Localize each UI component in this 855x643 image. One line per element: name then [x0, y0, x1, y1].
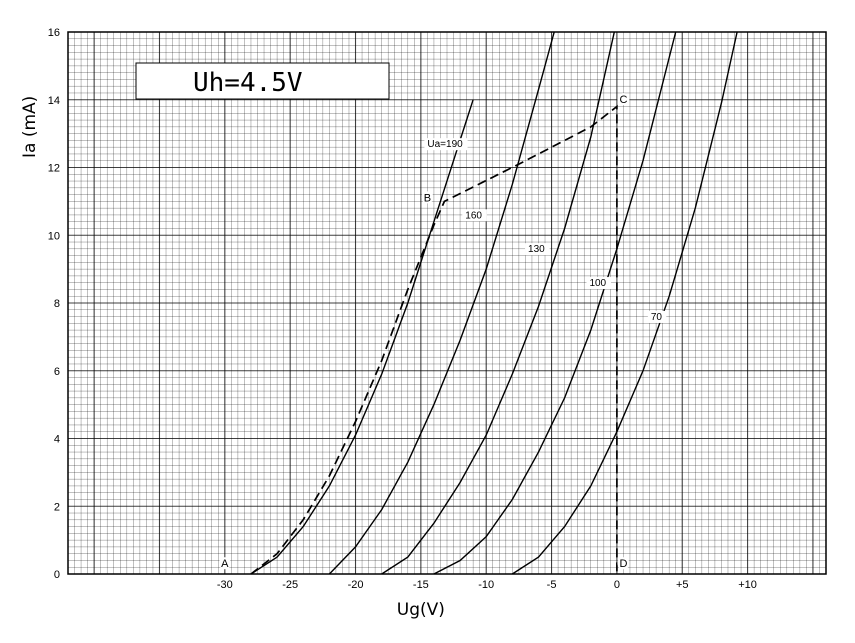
plot-frame	[67, 31, 827, 575]
y-axis-title: Ia (mA)	[20, 96, 40, 158]
x-tick-label: -30	[217, 579, 233, 591]
curve-160	[328, 31, 555, 575]
annotation-box-text: Uh=4.5V	[193, 68, 303, 98]
grid	[67, 31, 827, 575]
y-tick-labels: 0 2 4 6 8 10 12 14 16	[48, 27, 60, 581]
y-tick-label: 6	[54, 366, 60, 378]
curve-label: Ua=190	[427, 139, 463, 150]
y-tick-label: 4	[54, 434, 60, 446]
curve-label: 130	[528, 244, 545, 255]
x-tick-labels: -30 -25 -20 -15 -10 -5 0 +5 +10	[217, 579, 757, 591]
curve-label: 70	[651, 312, 663, 323]
y-tick-label: 10	[48, 230, 60, 242]
curve-label-bg	[586, 277, 612, 290]
y-tick-label: 16	[48, 27, 60, 39]
point-label-b: B	[424, 192, 431, 204]
point-label-bg	[421, 191, 434, 204]
annotation-box-rect	[135, 62, 390, 100]
y-tick-label: 2	[54, 501, 60, 513]
point-label-c: C	[619, 94, 627, 106]
y-tick-label: 0	[54, 569, 60, 581]
y-tick-label: 8	[54, 298, 60, 310]
point-label-d: D	[619, 558, 627, 570]
y-tick-label: 14	[48, 95, 60, 107]
point-label-bg	[617, 557, 630, 570]
x-tick-label: +5	[676, 579, 689, 591]
x-tick-label: 0	[614, 579, 620, 591]
annotation-box: Uh=4.5V	[135, 62, 390, 100]
curve-labels: Ua=190 160 130 100 70	[424, 138, 667, 323]
point-labels: A B C D	[218, 93, 630, 570]
curve-label-bg	[424, 138, 468, 151]
point-label-bg	[617, 93, 630, 106]
series-group	[250, 31, 738, 575]
x-tick-label: -20	[348, 579, 364, 591]
x-tick-label: -15	[413, 579, 429, 591]
curve-130	[381, 31, 615, 575]
load-line	[250, 104, 618, 575]
curve-label-bg	[647, 310, 667, 323]
curve-label: 100	[589, 278, 606, 289]
x-tick-label: -25	[282, 579, 298, 591]
curve-ua-190	[250, 99, 474, 575]
curve-label-bg	[525, 243, 550, 256]
x-tick-label: -10	[478, 579, 494, 591]
x-axis-title: Ug(V)	[397, 600, 445, 620]
point-label-a: A	[221, 558, 229, 570]
point-label-bg	[218, 557, 231, 570]
curve-100	[433, 31, 677, 575]
curve-label: 160	[465, 210, 482, 221]
x-tick-label: +10	[738, 579, 757, 591]
curve-70	[511, 31, 738, 575]
load-line-group	[250, 104, 618, 575]
x-tick-label: -5	[547, 579, 557, 591]
curve-label-bg	[462, 209, 487, 222]
y-tick-label: 12	[48, 163, 60, 175]
